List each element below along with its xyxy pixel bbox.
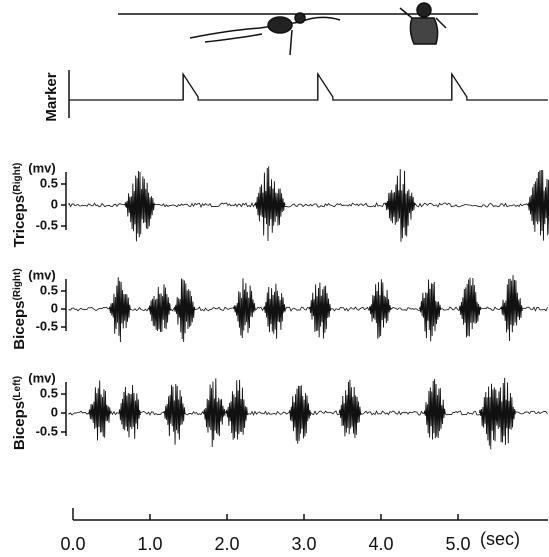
- emg-burst: [225, 379, 248, 440]
- x-tick-label: 0.0: [60, 534, 85, 554]
- x-tick-label: 2.0: [214, 534, 239, 554]
- emg-burst: [148, 284, 171, 332]
- emg-burst: [88, 380, 111, 441]
- emg-burst: [500, 275, 523, 341]
- panel-label: Biceps(Right): [11, 268, 28, 349]
- y-tick-label: -0.5: [36, 318, 58, 333]
- emg-burst: [423, 378, 446, 440]
- swimmer-illustration: [118, 2, 478, 56]
- muscle-side: (Right): [12, 268, 23, 300]
- emg-burst: [173, 278, 196, 342]
- y-tick-label: 0.5: [40, 282, 58, 297]
- x-tick-label: 5.0: [445, 534, 470, 554]
- emg-burst: [527, 170, 549, 241]
- y-tick-label: 0.5: [40, 175, 58, 190]
- unit-label: (mv): [28, 267, 55, 282]
- emg-burst: [478, 383, 502, 450]
- panel-label-text: Triceps(Right): [11, 163, 28, 248]
- y-tick-label: 0: [51, 196, 58, 211]
- x-axis-label: (sec): [480, 529, 520, 549]
- unit-label: (mv): [28, 160, 55, 175]
- emg-burst: [288, 385, 312, 444]
- muscle-side: (Left): [12, 376, 23, 401]
- emg-burst: [338, 379, 362, 439]
- emg-burst: [368, 279, 392, 339]
- marker-trace: [69, 71, 548, 101]
- panel-label-text: Biceps(Left): [11, 376, 28, 450]
- muscle-side: (Right): [12, 163, 23, 195]
- muscle-name: Biceps: [11, 401, 28, 450]
- x-tick-label: 4.0: [368, 534, 393, 554]
- y-tick-label: 0: [51, 404, 58, 419]
- emg-burst: [108, 277, 131, 343]
- y-tick-label: -0.5: [36, 423, 58, 438]
- panel-label-text: Biceps(Right): [11, 268, 28, 349]
- emg-burst: [263, 283, 286, 339]
- marker-label: Marker: [43, 72, 60, 121]
- emg-burst: [254, 166, 286, 241]
- emg-burst: [493, 377, 516, 445]
- muscle-name: Biceps: [11, 301, 28, 350]
- emg-burst: [203, 378, 226, 448]
- y-tick-label: 0: [51, 300, 58, 315]
- emg-burst: [308, 282, 332, 339]
- emg-burst: [233, 278, 256, 338]
- x-tick-label: 1.0: [137, 534, 162, 554]
- emg-burst: [118, 385, 141, 439]
- muscle-name: Triceps: [11, 195, 28, 248]
- emg-burst: [124, 171, 156, 242]
- x-tick-label: 3.0: [291, 534, 316, 554]
- unit-label: (mv): [28, 370, 55, 385]
- emg-burst: [458, 277, 482, 338]
- panel-label: Triceps(Right): [11, 163, 28, 248]
- y-tick-label: 0.5: [40, 385, 58, 400]
- emg-burst: [163, 384, 186, 445]
- emg-burst: [384, 169, 416, 242]
- y-tick-label: -0.5: [36, 217, 58, 232]
- emg-burst: [418, 279, 442, 342]
- panel-label: Biceps(Left): [11, 376, 28, 450]
